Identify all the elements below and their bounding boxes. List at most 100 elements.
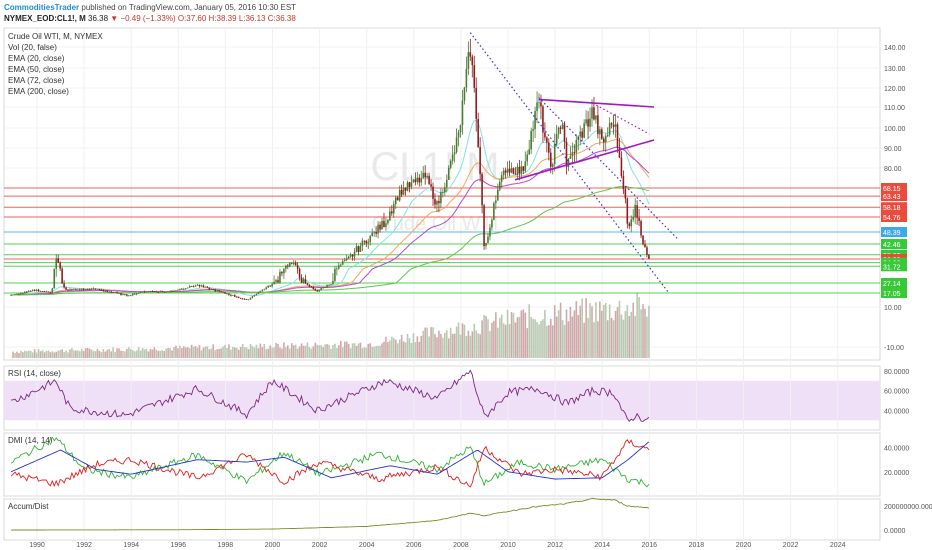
dmi-ADX-line — [10, 441, 650, 480]
volume-bar — [347, 343, 350, 358]
candle-body — [392, 204, 395, 214]
candle-body — [398, 189, 401, 201]
candle-body — [483, 205, 485, 247]
volume-bar — [14, 352, 16, 358]
candle-body — [53, 268, 56, 289]
volume-bar — [392, 338, 395, 358]
candle-body — [251, 296, 254, 298]
volume-bar — [442, 337, 444, 358]
candle-body — [593, 107, 595, 120]
volume-bar — [487, 319, 489, 358]
volume-bar — [296, 348, 299, 358]
volume-bar — [29, 350, 32, 358]
candle-body — [69, 289, 71, 291]
volume-bar — [502, 323, 505, 358]
volume-bar — [251, 346, 254, 358]
candle-body — [304, 279, 307, 284]
level-tag — [881, 239, 907, 249]
volume-bar — [445, 330, 448, 358]
volume-bar — [434, 334, 436, 358]
volume-bar — [620, 314, 623, 358]
author-link[interactable]: CommoditiesTrader — [4, 3, 80, 12]
candle-body — [234, 295, 236, 297]
volume-bar — [461, 323, 464, 358]
candle-body — [477, 119, 479, 148]
candle-body — [336, 268, 338, 270]
rsi-tick-label: 60.0000 — [884, 389, 909, 396]
volume-bar — [53, 352, 56, 358]
x-tick-label: 2022 — [783, 542, 799, 549]
candle-body — [391, 211, 393, 214]
candle-body — [173, 290, 175, 292]
volume-bar — [145, 348, 148, 358]
candle-body — [39, 291, 42, 292]
y-tick-label: 80.00 — [884, 166, 902, 173]
candle-body — [298, 268, 301, 278]
volume-bar — [414, 342, 417, 358]
candle-body — [14, 294, 16, 295]
candle-body — [328, 284, 330, 286]
volume-bar — [587, 317, 589, 358]
trendline — [592, 102, 650, 135]
volume-bar — [47, 350, 50, 358]
candle-body — [25, 291, 28, 293]
volume-bar — [479, 334, 481, 358]
close-value: C:36.38 — [267, 14, 296, 23]
volume-bar — [267, 348, 269, 358]
dmi--DI-line — [10, 439, 650, 488]
volume-bar — [369, 343, 372, 358]
volume-bar — [510, 311, 513, 358]
volume-bar — [514, 322, 517, 358]
candle-body — [94, 288, 97, 290]
volume-bar — [24, 350, 26, 358]
volume-bar — [118, 348, 120, 358]
volume-bar — [224, 344, 226, 358]
candle-body — [249, 297, 252, 300]
candle-body — [208, 287, 211, 290]
volume-bar — [630, 311, 633, 358]
volume-bar — [555, 316, 558, 358]
y-tick-label: 10.00 — [884, 305, 902, 312]
volume-bar — [341, 347, 344, 358]
candle-body — [434, 198, 436, 205]
volume-bar — [548, 325, 550, 358]
volume-bar — [589, 303, 591, 358]
candle-body — [55, 258, 58, 269]
rsi-title: RSI (14, close) — [8, 369, 61, 378]
candle-body — [353, 252, 356, 257]
y-tick-label: 90.00 — [884, 146, 902, 153]
volume-bar — [601, 310, 603, 358]
level-tag-label: 42.46 — [883, 242, 901, 249]
level-tag-label: 54.76 — [883, 215, 901, 222]
volume-bar — [57, 350, 60, 358]
candle-body — [22, 292, 24, 294]
candle-body — [51, 288, 54, 294]
candle-body — [131, 293, 134, 296]
candle-body — [361, 240, 364, 247]
candle-body — [551, 164, 554, 167]
candle-body — [24, 291, 26, 294]
candle-body — [290, 262, 293, 264]
candle-body — [516, 166, 519, 175]
volume-bar — [557, 310, 560, 358]
volume-bar — [194, 346, 197, 358]
candle-body — [367, 241, 370, 244]
volume-bar — [583, 322, 585, 358]
x-tick-label: 2008 — [453, 542, 469, 549]
volume-bar — [489, 330, 491, 358]
volume-bar — [338, 345, 340, 358]
candle-body — [455, 137, 458, 153]
dmi-tick-label: 40.0000 — [884, 446, 909, 453]
volume-bar — [389, 340, 391, 358]
candle-body — [102, 289, 105, 291]
candle-body — [355, 246, 358, 253]
candle-body — [141, 291, 144, 293]
candle-body — [61, 268, 63, 284]
volume-bar — [122, 350, 124, 358]
volume-bar — [261, 347, 264, 358]
volume-bar — [497, 327, 499, 358]
candle-body — [271, 284, 273, 287]
candle-body — [100, 289, 103, 291]
candle-body — [47, 291, 50, 293]
volume-bar — [536, 322, 538, 358]
